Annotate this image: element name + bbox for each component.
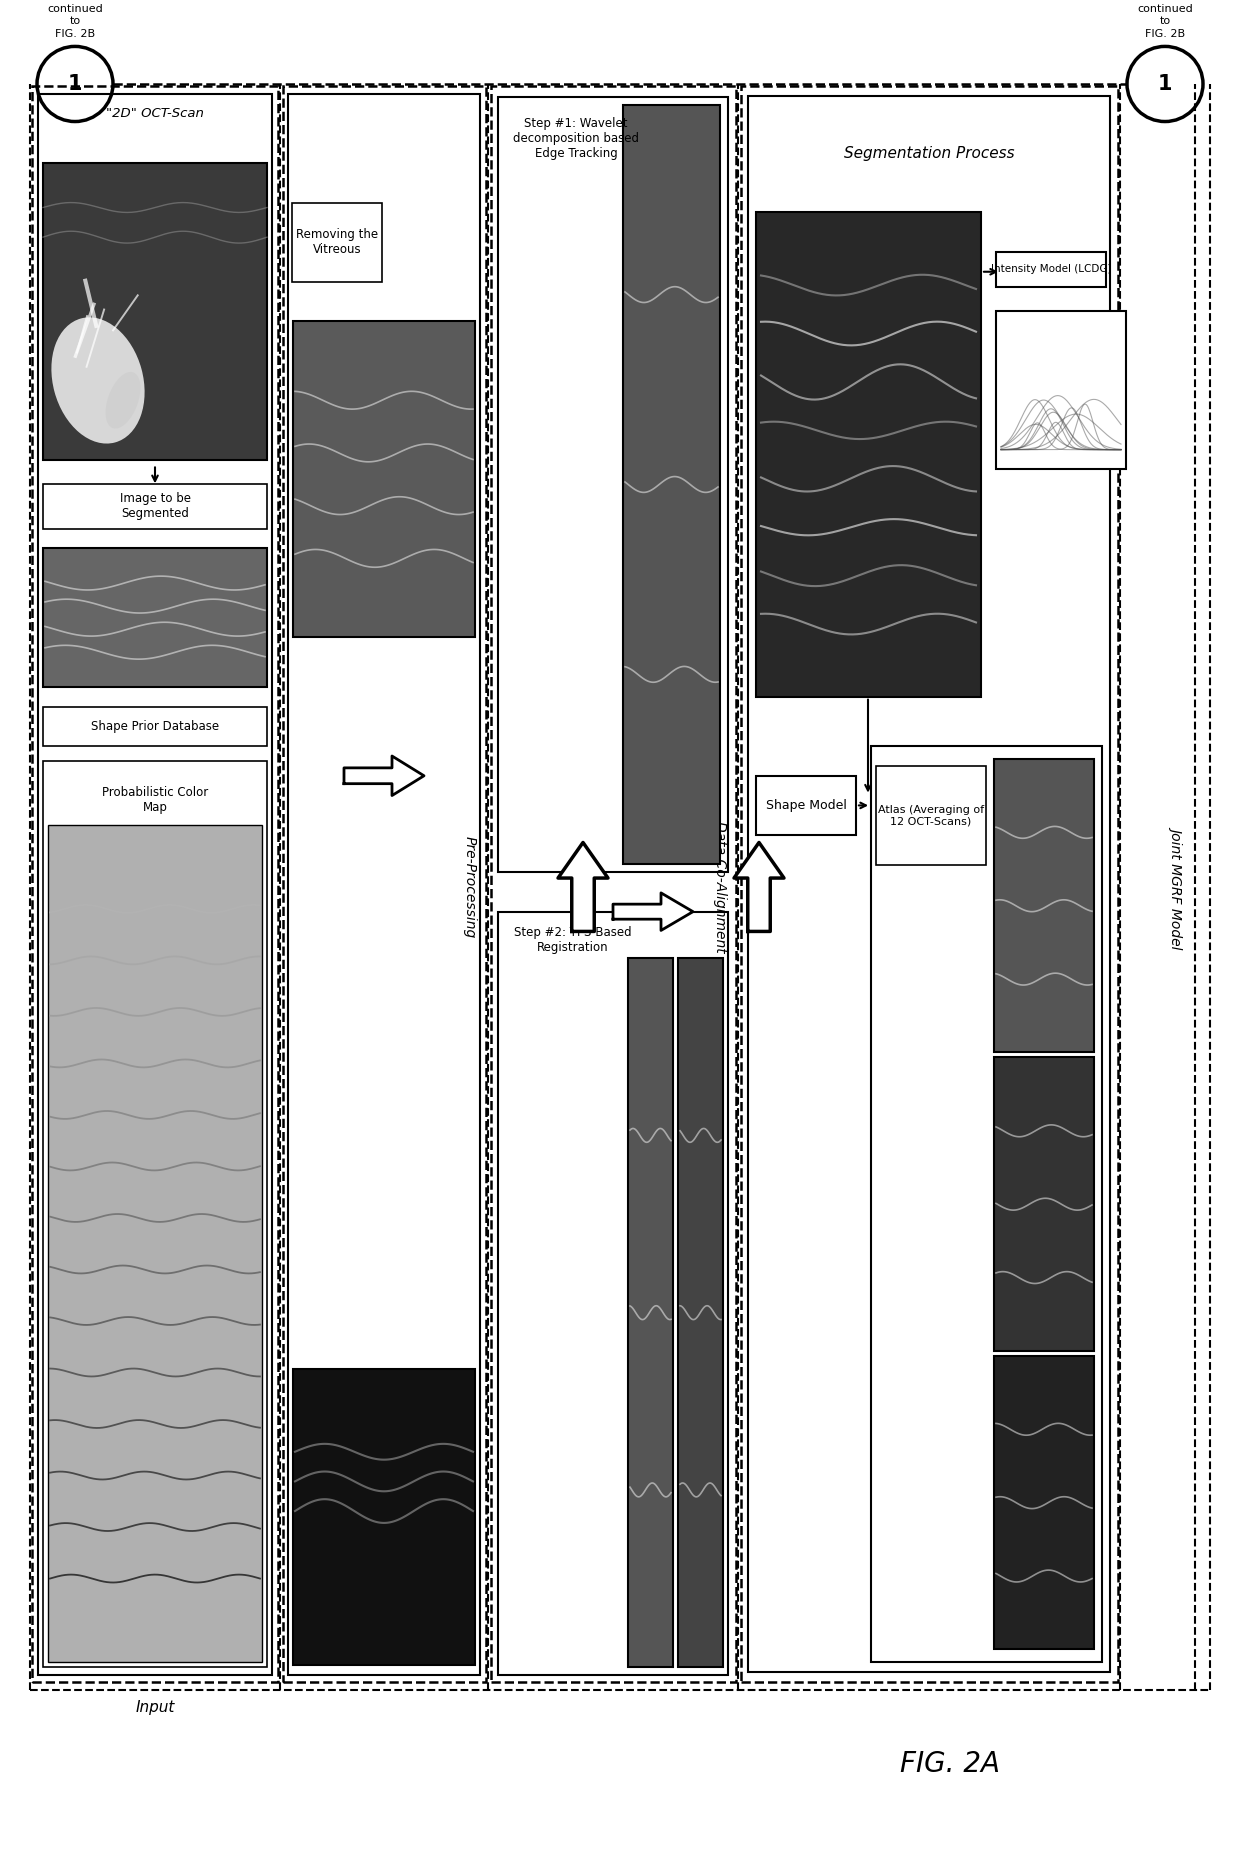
Polygon shape: [343, 756, 424, 795]
Bar: [43, 163, 267, 460]
Text: "2D" OCT-Scan: "2D" OCT-Scan: [107, 107, 203, 120]
Text: Joint MGRF Model: Joint MGRF Model: [1171, 826, 1184, 947]
Bar: [994, 1356, 1094, 1649]
Ellipse shape: [51, 317, 145, 443]
Polygon shape: [734, 843, 784, 932]
Text: Data Co-Alignment: Data Co-Alignment: [713, 821, 727, 952]
Bar: [491, 85, 737, 1683]
Text: continued
to
FIG. 2B: continued to FIG. 2B: [47, 4, 103, 39]
Bar: [291, 202, 382, 282]
Bar: [875, 765, 986, 865]
Text: Step #1: Wavelet
decomposition based
Edge Tracking: Step #1: Wavelet decomposition based Edg…: [513, 117, 639, 159]
Bar: [622, 106, 720, 863]
Bar: [43, 484, 267, 528]
Bar: [48, 825, 262, 1662]
Bar: [994, 760, 1094, 1053]
Bar: [43, 548, 267, 687]
Bar: [870, 747, 1102, 1662]
Bar: [43, 762, 267, 1668]
Text: Image to be
Segmented: Image to be Segmented: [119, 493, 191, 521]
Text: Atlas (Averaging of
12 OCT-Scans): Atlas (Averaging of 12 OCT-Scans): [878, 804, 985, 826]
Bar: [43, 706, 267, 747]
Bar: [678, 958, 723, 1668]
Polygon shape: [613, 893, 693, 930]
Bar: [996, 311, 1126, 469]
Text: continued
to
FIG. 2B: continued to FIG. 2B: [1137, 4, 1193, 39]
Bar: [38, 95, 272, 1675]
Bar: [742, 85, 1118, 1683]
Bar: [627, 958, 673, 1668]
Bar: [32, 85, 278, 1683]
Bar: [288, 95, 480, 1675]
Text: Probabilistic Color
Map: Probabilistic Color Map: [102, 786, 208, 813]
Text: 1: 1: [68, 74, 82, 95]
Bar: [756, 776, 856, 836]
Text: Segmentation Process: Segmentation Process: [843, 146, 1014, 161]
Text: Shape Prior Database: Shape Prior Database: [91, 719, 219, 732]
Bar: [293, 321, 475, 637]
Polygon shape: [558, 843, 608, 932]
Text: Removing the
Vitreous: Removing the Vitreous: [296, 228, 378, 256]
Bar: [996, 252, 1106, 287]
Text: 1: 1: [1158, 74, 1172, 95]
Bar: [498, 96, 728, 873]
Text: Shape Model: Shape Model: [765, 799, 847, 812]
Bar: [756, 213, 981, 697]
Text: Intensity Model (LCDG): Intensity Model (LCDG): [991, 265, 1111, 274]
Text: FIG. 2A: FIG. 2A: [900, 1749, 999, 1779]
Text: Input: Input: [135, 1699, 175, 1714]
Bar: [283, 85, 486, 1683]
Ellipse shape: [105, 372, 140, 428]
Bar: [293, 1369, 475, 1666]
Bar: [748, 96, 1110, 1671]
Text: Pre-Processing: Pre-Processing: [463, 836, 477, 938]
Bar: [498, 912, 728, 1675]
Bar: [994, 1058, 1094, 1351]
Text: Step #2: TPS-Based
Registration: Step #2: TPS-Based Registration: [515, 926, 632, 954]
